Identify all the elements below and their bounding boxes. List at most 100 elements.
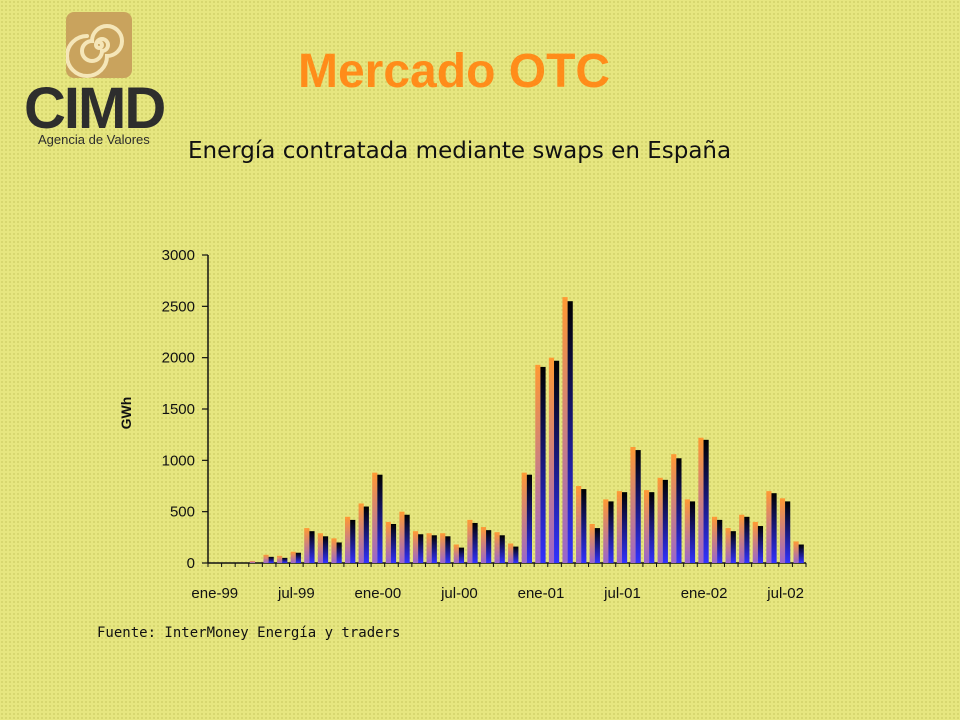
bar-series-a	[412, 531, 419, 563]
bar-series-b	[785, 501, 791, 563]
source-note: Fuente: InterMoney Energía y traders	[97, 625, 401, 641]
bar-series-a	[480, 527, 487, 563]
bar-series-a	[684, 499, 690, 563]
bar-series-a	[711, 516, 718, 563]
x-tick-label: jul-01	[603, 585, 641, 602]
bar-series-b	[744, 516, 750, 563]
bar-series-a	[535, 364, 541, 563]
bar-series-a	[290, 551, 296, 563]
y-tick-label: 1000	[162, 452, 195, 469]
bar-series-a	[426, 533, 432, 563]
bar-series-b	[295, 552, 301, 563]
bar-series-a	[698, 437, 704, 563]
bar-series-b	[282, 557, 288, 563]
bar-series-b	[418, 534, 424, 563]
bar-series-a	[317, 533, 323, 563]
x-tick-label: jul-99	[277, 585, 315, 602]
bar-series-a	[372, 472, 378, 563]
bar-series-b	[526, 474, 533, 563]
bar-series-a	[766, 491, 772, 563]
bar-series-a	[358, 503, 364, 563]
bar-series-b	[554, 360, 560, 563]
bar-series-a	[630, 446, 636, 563]
bar-series-b	[676, 458, 682, 563]
bar-series-a	[752, 521, 758, 563]
y-axis-label: GWh	[118, 397, 134, 430]
bar-series-a	[739, 514, 745, 563]
y-tick-label: 500	[170, 504, 195, 521]
bar-series-a	[453, 544, 459, 563]
bar-series-a	[249, 560, 256, 563]
bar-series-b	[377, 474, 383, 563]
bar-series-b	[567, 301, 573, 563]
bar-series-b	[390, 523, 397, 563]
logo-wordmark: CIMD	[24, 76, 166, 141]
bar-series-b	[621, 492, 628, 563]
bar-series-b	[499, 535, 505, 563]
bar-series-b	[309, 531, 315, 563]
x-tick-label: ene-99	[191, 585, 238, 602]
cimd-logo: CIMD Agencia de Valores	[20, 10, 180, 150]
bar-series-a	[494, 532, 500, 563]
bar-series-b	[689, 501, 696, 563]
bar-series-b	[662, 479, 668, 563]
page-title: Mercado OTC	[298, 45, 611, 98]
bar-series-b	[513, 546, 519, 563]
bar-series-a	[277, 555, 283, 563]
chart-title: Energía contratada mediante swaps en Esp…	[188, 138, 732, 164]
bar-series-b	[798, 544, 804, 563]
bar-series-b	[472, 522, 478, 563]
bar-series-a	[521, 472, 527, 563]
bar-series-b	[540, 366, 546, 563]
bar-series-b	[363, 506, 369, 563]
y-tick-label: 3000	[162, 247, 195, 264]
bar-series-b	[771, 493, 777, 563]
x-tick-label: jul-00	[440, 585, 478, 602]
logo-tagline: Agencia de Valores	[38, 132, 150, 147]
x-tick-label: jul-02	[766, 585, 804, 602]
y-tick-label: 2500	[162, 298, 195, 315]
bar-series-a	[589, 523, 595, 563]
x-tick-label: ene-01	[518, 585, 565, 602]
y-tick-label: 1500	[162, 401, 195, 418]
bar-series-a	[671, 454, 677, 563]
chart-axes: 0 500 1000 1500 2000 2500 3000 ene-99 jul-99 ene-…	[162, 247, 807, 602]
chart-bars	[249, 297, 804, 563]
bar-series-b	[486, 530, 492, 563]
bar-series-b	[649, 492, 655, 563]
bar-series-a	[725, 528, 731, 563]
bar-series-a	[657, 477, 663, 563]
bar-series-a	[385, 521, 391, 563]
bar-series-b	[730, 531, 736, 563]
x-tick-label: ene-00	[355, 585, 402, 602]
bar-series-a	[263, 554, 269, 563]
bar-series-a	[616, 491, 622, 563]
bar-series-a	[603, 499, 609, 563]
bar-series-b	[268, 556, 274, 563]
bar-series-a	[331, 538, 337, 563]
bar-series-a	[562, 297, 568, 563]
bar-series-b	[322, 536, 329, 563]
bar-series-b	[581, 489, 587, 563]
y-tick-label: 2000	[162, 350, 195, 367]
bar-series-a	[344, 516, 351, 563]
bar-series-b	[350, 519, 356, 563]
bar-series-a	[793, 541, 799, 563]
bar-series-a	[508, 543, 514, 563]
bar-series-b	[757, 526, 764, 563]
bar-series-b	[404, 514, 410, 563]
bar-series-a	[576, 486, 582, 563]
bar-series-a	[779, 498, 786, 563]
bar-series-b	[458, 547, 465, 563]
bar-series-b	[431, 535, 437, 563]
bar-series-a	[399, 511, 405, 563]
bar-series-b	[635, 450, 641, 563]
bar-series-b	[445, 536, 451, 563]
bar-series-b	[717, 519, 723, 563]
bar-series-a	[643, 490, 650, 563]
bar-series-b	[703, 439, 709, 563]
bar-series-b	[608, 501, 614, 563]
bar-series-a	[304, 528, 310, 563]
bar-series-a	[548, 357, 555, 563]
